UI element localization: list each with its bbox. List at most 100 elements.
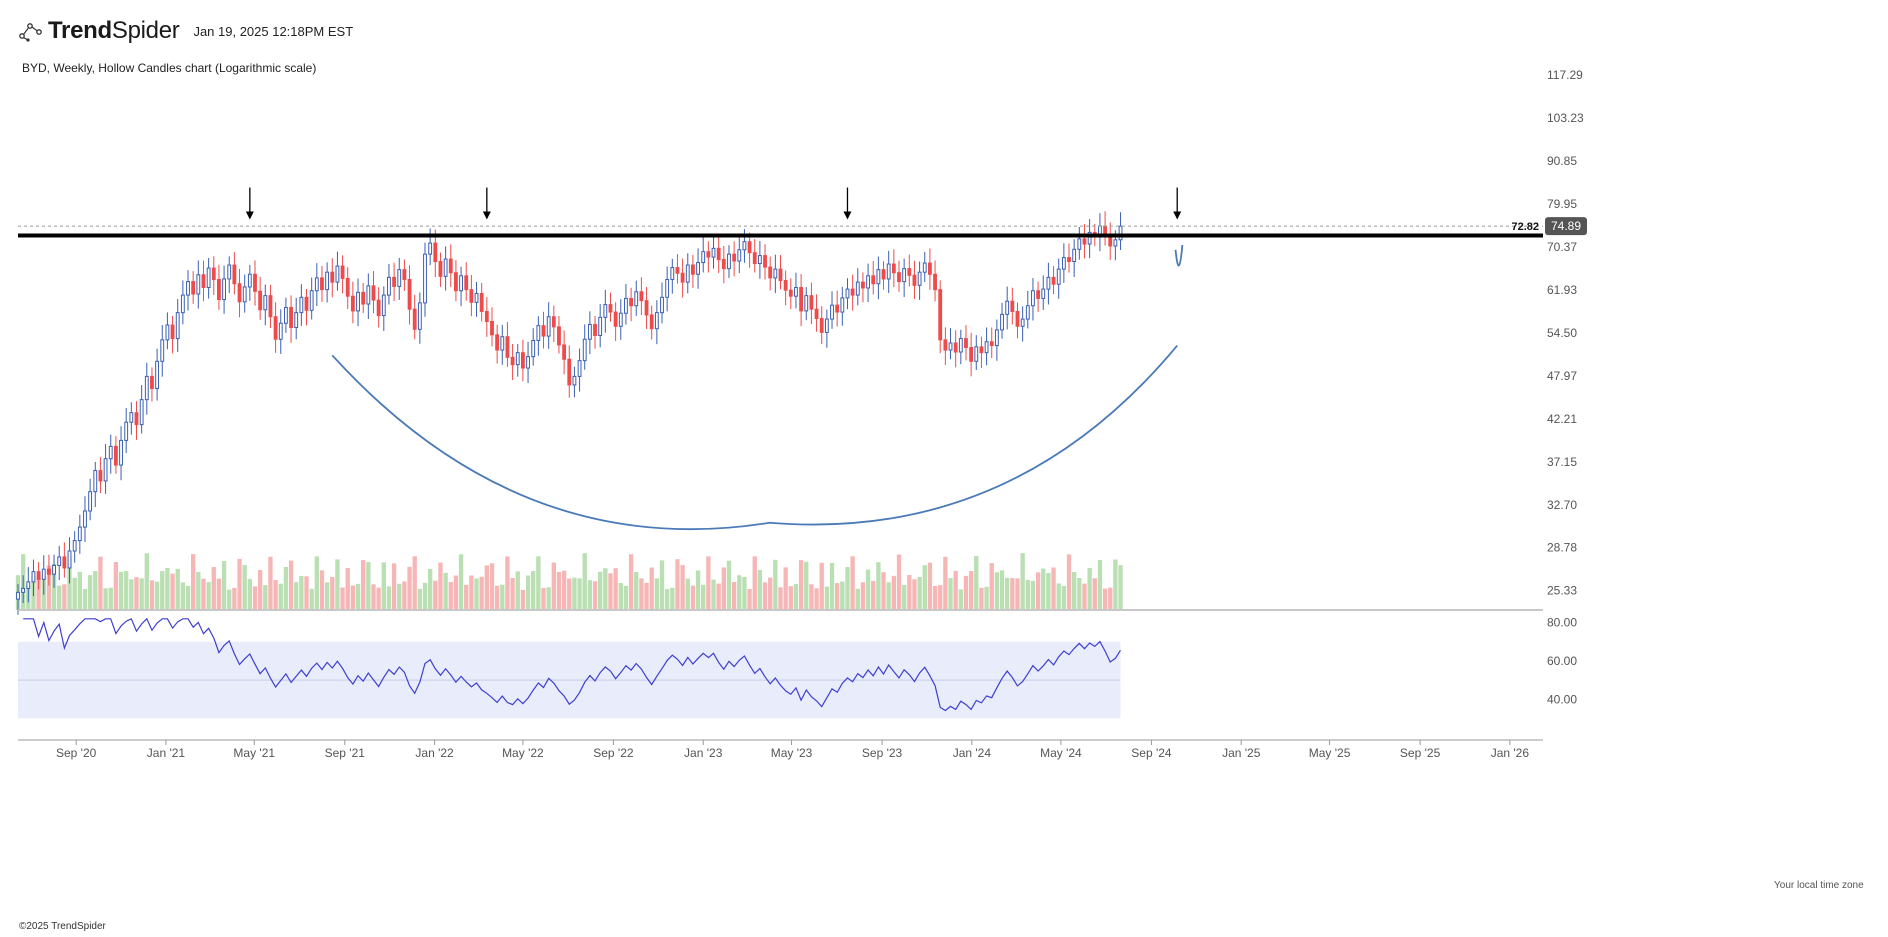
candle-body bbox=[871, 275, 876, 285]
volume-bar bbox=[438, 562, 443, 610]
candle-body bbox=[345, 277, 350, 297]
candle-body bbox=[206, 267, 211, 288]
x-tick-label: May '21 bbox=[233, 746, 275, 760]
candle-body bbox=[551, 316, 556, 328]
volume-bar bbox=[525, 575, 531, 610]
brand-light: Spider bbox=[111, 17, 180, 44]
volume-bar bbox=[175, 568, 180, 610]
candle-body bbox=[103, 458, 108, 482]
candle-body bbox=[788, 289, 793, 297]
volume-bar bbox=[36, 577, 41, 610]
candle-body bbox=[335, 265, 340, 283]
candle-body bbox=[696, 262, 700, 275]
volume-bar bbox=[659, 560, 665, 610]
volume-bar bbox=[1102, 588, 1108, 610]
candle-body bbox=[1005, 300, 1010, 315]
candle-body bbox=[1041, 288, 1046, 299]
candle-body bbox=[474, 292, 479, 303]
candle-body bbox=[227, 264, 232, 280]
volume-bar bbox=[304, 576, 309, 610]
candle-body bbox=[783, 280, 788, 291]
volume-bar bbox=[458, 554, 464, 610]
volume-bar bbox=[701, 584, 706, 610]
volume-bar bbox=[134, 577, 139, 610]
volume-bar bbox=[98, 556, 103, 610]
volume-bar bbox=[587, 580, 593, 610]
volume-bar bbox=[469, 575, 474, 610]
candle-body bbox=[21, 587, 26, 593]
candle-body bbox=[191, 281, 196, 295]
volume-bar bbox=[1056, 583, 1061, 610]
candle-body bbox=[567, 358, 572, 386]
candle-body bbox=[278, 322, 283, 340]
volume-bar bbox=[531, 571, 536, 610]
x-tick-label: Sep '23 bbox=[862, 746, 903, 760]
candle-body bbox=[984, 341, 989, 354]
candle-body bbox=[891, 263, 896, 274]
rsi-tick-label: 40.00 bbox=[1547, 692, 1577, 706]
volume-bar bbox=[381, 562, 386, 610]
volume-bar bbox=[1082, 583, 1087, 610]
candle-body bbox=[989, 341, 994, 347]
volume-bars bbox=[15, 553, 1123, 610]
volume-bar bbox=[82, 589, 88, 610]
volume-bar bbox=[397, 583, 402, 610]
candle-body bbox=[1077, 238, 1082, 250]
candle-body bbox=[438, 261, 443, 277]
volume-bar bbox=[634, 572, 639, 610]
candle-body bbox=[747, 241, 752, 254]
candle-body bbox=[381, 294, 386, 317]
volume-bar bbox=[556, 571, 562, 610]
volume-bar bbox=[268, 556, 273, 610]
volume-bar bbox=[1015, 578, 1020, 610]
volume-bar bbox=[623, 585, 629, 610]
volume-bar bbox=[57, 585, 62, 610]
candle-body bbox=[593, 323, 597, 336]
volume-bar bbox=[685, 578, 690, 610]
volume-bar bbox=[680, 565, 685, 610]
candle-body bbox=[814, 308, 819, 319]
candle-body bbox=[624, 297, 628, 314]
volume-bar bbox=[474, 578, 479, 610]
volume-bar bbox=[742, 576, 747, 610]
candle-body bbox=[706, 251, 711, 258]
volume-bar bbox=[654, 578, 660, 610]
volume-bar bbox=[989, 563, 994, 610]
volume-bar bbox=[824, 586, 830, 610]
candle-body bbox=[809, 295, 814, 310]
candle-body bbox=[994, 329, 999, 347]
volume-bar bbox=[891, 575, 897, 610]
volume-bar bbox=[1092, 578, 1097, 610]
volume-bar bbox=[706, 556, 711, 610]
volume-bar bbox=[191, 554, 196, 610]
candle-body bbox=[520, 352, 525, 369]
candle-body bbox=[824, 318, 829, 333]
candle-body bbox=[294, 312, 299, 328]
candle-body bbox=[180, 294, 185, 314]
candle-body bbox=[1118, 225, 1123, 241]
candle-body bbox=[711, 247, 716, 258]
candle-body bbox=[634, 291, 639, 307]
candle-body bbox=[1046, 276, 1051, 290]
candle-body bbox=[608, 304, 613, 313]
volume-bar bbox=[999, 570, 1005, 610]
candle-body bbox=[742, 241, 747, 251]
candle-body bbox=[587, 323, 592, 340]
chart-timestamp: Jan 19, 2025 12:18PM EST bbox=[193, 23, 354, 39]
x-tick-label: Sep '24 bbox=[1131, 746, 1172, 760]
price-tick-label: 117.29 bbox=[1547, 68, 1583, 82]
candle-body bbox=[113, 445, 118, 466]
candle-body bbox=[660, 296, 664, 314]
top-arrow-head bbox=[482, 211, 491, 220]
volume-bar bbox=[391, 563, 397, 610]
volume-bar bbox=[211, 567, 216, 610]
candle-body bbox=[459, 275, 463, 292]
volume-bar bbox=[319, 570, 325, 610]
volume-bar bbox=[639, 578, 644, 610]
candle-body bbox=[196, 274, 201, 295]
candle-body bbox=[170, 324, 175, 340]
candle-body bbox=[835, 304, 840, 313]
chart-title: BYD, Weekly, Hollow Candles chart (Logar… bbox=[22, 61, 317, 75]
volume-bar bbox=[608, 573, 613, 610]
